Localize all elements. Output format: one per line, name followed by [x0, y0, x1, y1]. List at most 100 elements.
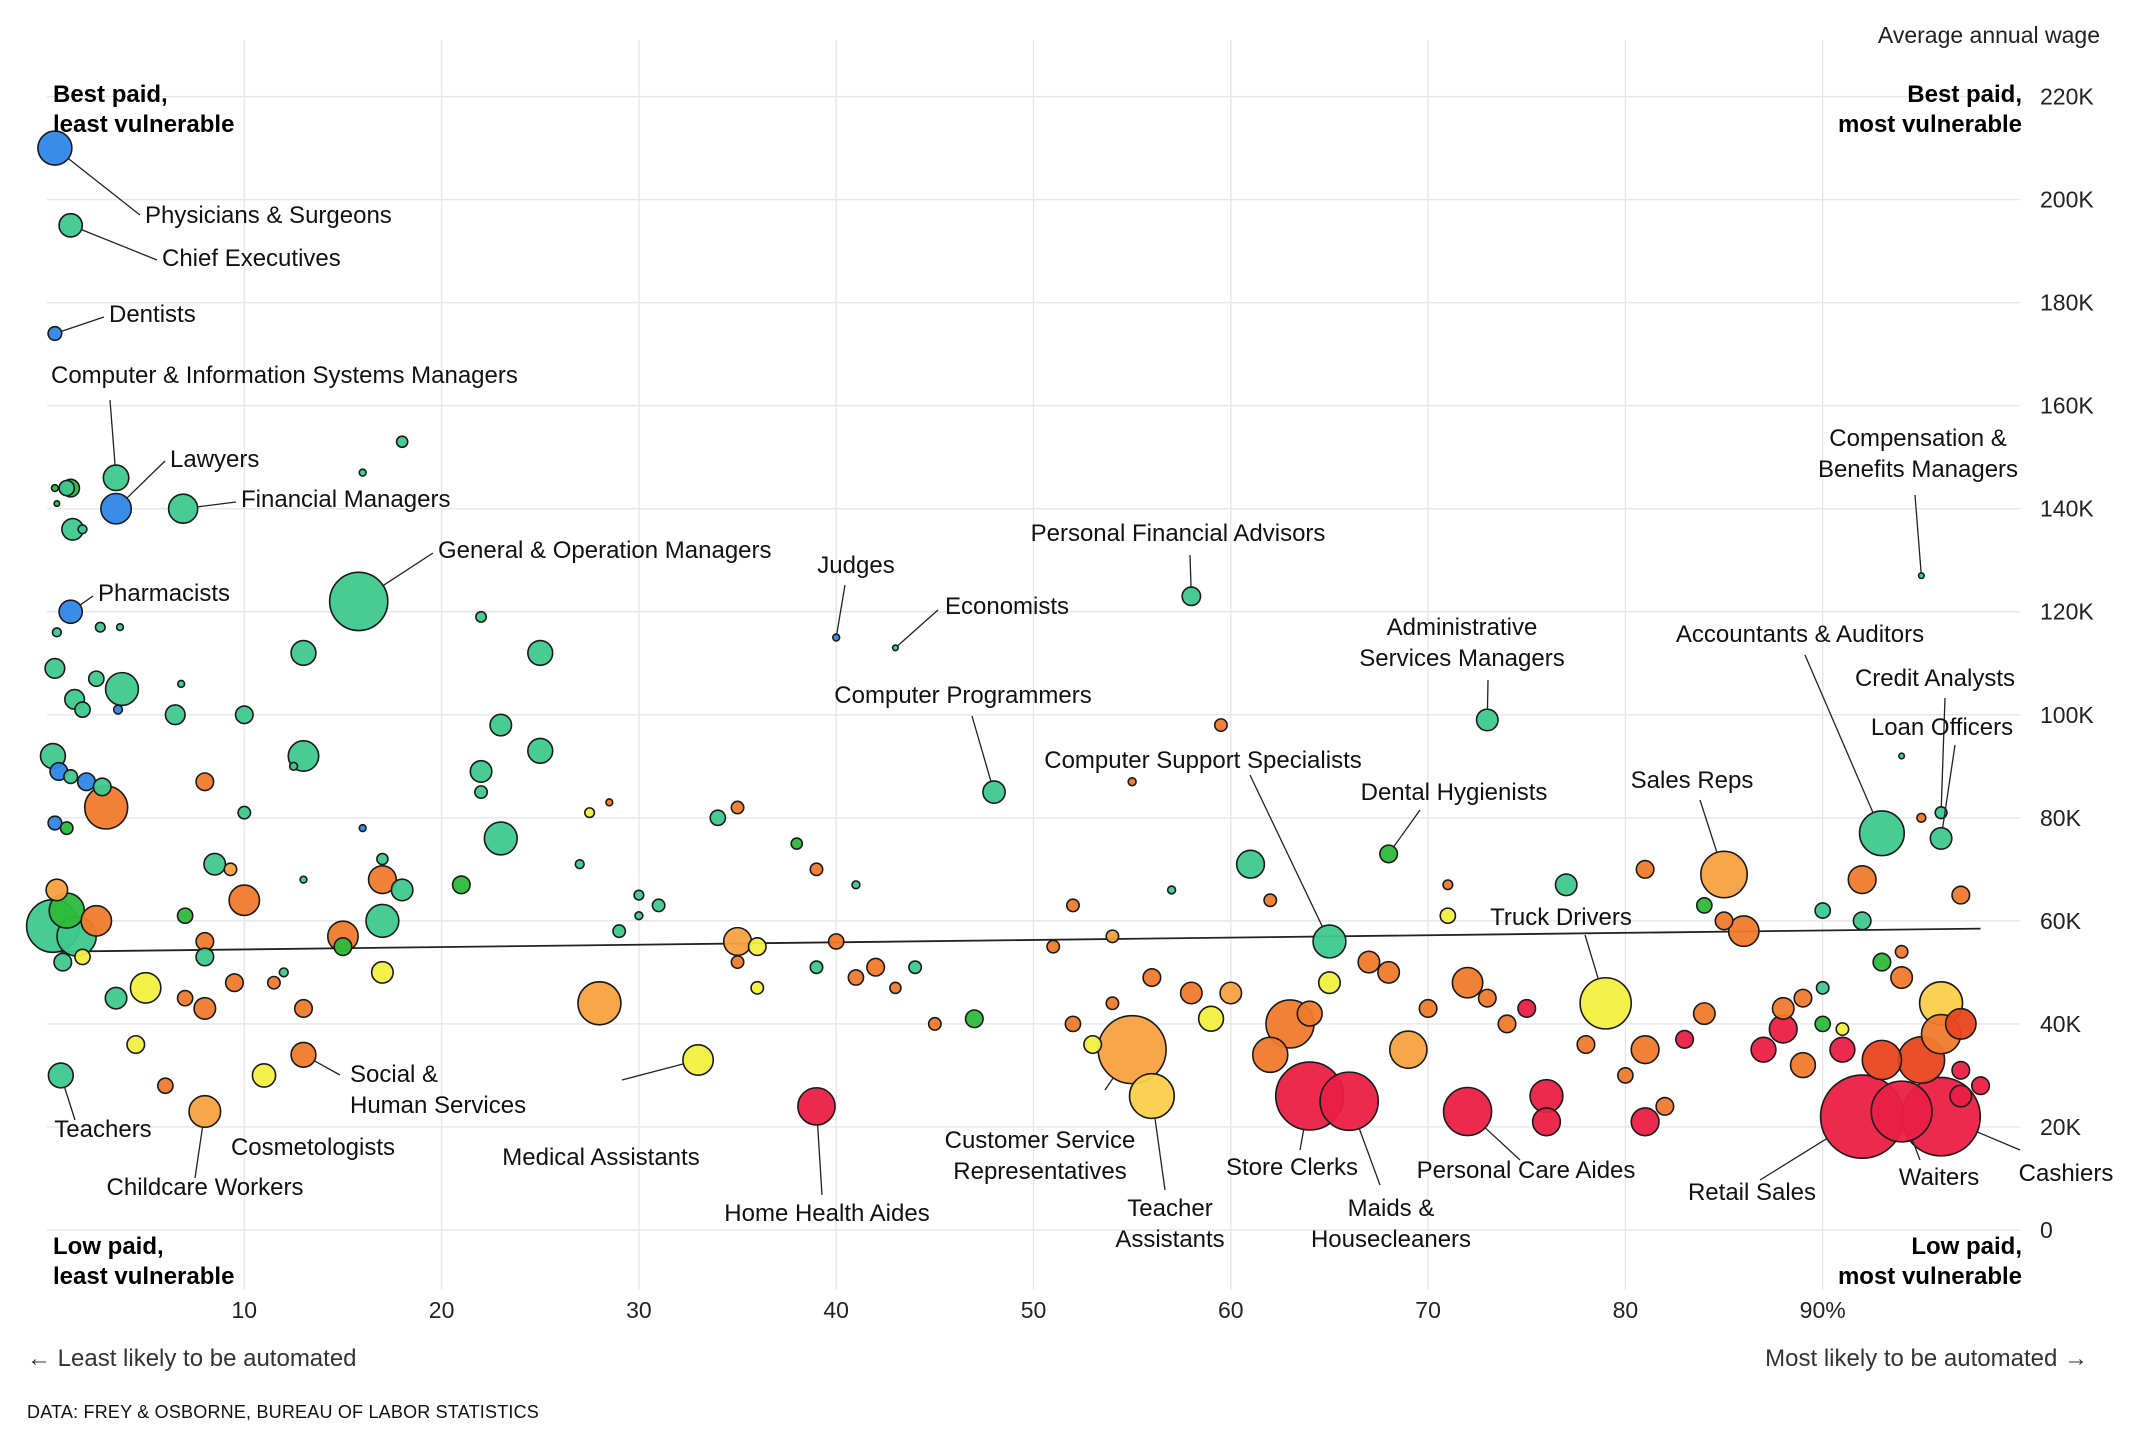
- corner-labels: Best paid, least vulnerable Best paid, most…: [53, 81, 2022, 1290]
- occupation-bubble-labeled: [102, 464, 130, 492]
- y-tick-label: 40K: [2040, 1011, 2082, 1037]
- occupation-bubble: [288, 761, 299, 772]
- occupation-bubble: [1916, 812, 1927, 824]
- occupation-bubble: [45, 878, 69, 902]
- occupation-bubble: [195, 772, 215, 792]
- occupation-bubble: [1829, 1036, 1856, 1063]
- occupation-bubble: [1894, 944, 1909, 959]
- label-leader-line: [1189, 554, 1192, 588]
- occupation-bubble: [1179, 981, 1203, 1005]
- occupation-bubble: [77, 524, 88, 535]
- occupation-bubble-labeled: [37, 130, 73, 166]
- y-tick-label: 140K: [2040, 496, 2094, 522]
- label-leader-line: [79, 595, 94, 606]
- occupation-label: General & Operation Managers: [438, 537, 772, 564]
- occupation-label: Dentists: [109, 301, 196, 328]
- occupation-label: Teacher Assistants: [1115, 1195, 1224, 1253]
- occupation-bubble: [156, 1077, 174, 1095]
- x-axis-note-left: ← Least likely to be automated: [27, 1345, 357, 1372]
- occupation-label: Judges: [817, 552, 894, 579]
- occupation-bubble: [358, 823, 367, 833]
- label-leader-line: [1486, 679, 1489, 710]
- occupation-bubble-labeled: [1475, 708, 1499, 732]
- occupation-bubble: [927, 1016, 942, 1031]
- y-tick-label: 20K: [2040, 1114, 2082, 1140]
- occupation-bubble-labeled: [100, 492, 133, 525]
- occupation-bubble-labeled: [290, 1041, 317, 1069]
- label-leader-line: [1804, 654, 1874, 814]
- occupation-bubble: [1815, 980, 1830, 995]
- occupation-bubble-labeled: [982, 780, 1006, 804]
- x-axis-note-right: Most likely to be automated →: [1765, 1345, 2088, 1372]
- occupation-label: Personal Financial Advisors: [1031, 520, 1326, 547]
- occupation-bubble: [489, 713, 513, 737]
- occupation-bubble: [1630, 1035, 1660, 1065]
- label-leader-line: [1940, 697, 1946, 807]
- occupation-bubble: [1890, 966, 1914, 990]
- label-leader-line: [971, 715, 992, 782]
- occupation-label: Personal Care Aides: [1417, 1157, 1636, 1184]
- corner-label-bottom-right: Low paid, most vulnerable: [1838, 1233, 2022, 1290]
- occupation-bubble: [176, 989, 194, 1007]
- corner-label-bottom-left: Low paid, least vulnerable: [53, 1233, 234, 1290]
- occupation-bubble: [1617, 1067, 1634, 1084]
- occupation-bubble: [176, 679, 186, 689]
- occupation-label: Chief Executives: [162, 245, 341, 272]
- occupation-bubble: [1377, 960, 1401, 984]
- occupation-bubble: [790, 837, 804, 850]
- occupation-bubble: [1944, 1007, 1977, 1040]
- occupation-bubble: [358, 468, 367, 477]
- x-tick-label: 50: [1021, 1297, 1047, 1323]
- occupation-bubble: [469, 759, 493, 783]
- occupation-bubble: [651, 898, 666, 913]
- occupation-bubble: [1046, 939, 1061, 954]
- occupation-label: Dental Hygienists: [1361, 779, 1548, 806]
- occupation-bubble: [747, 937, 767, 957]
- occupation-bubble: [577, 981, 622, 1026]
- trend-line: [46, 927, 1981, 953]
- occupation-bubble-labeled: [1442, 1086, 1493, 1137]
- y-tick-label: 60K: [2040, 908, 2082, 934]
- occupation-bubble: [1695, 897, 1713, 914]
- occupation-bubble: [483, 821, 518, 856]
- y-tick-label: 200K: [2040, 187, 2094, 213]
- occupation-bubble: [1675, 1029, 1695, 1049]
- occupation-bubble: [290, 639, 317, 667]
- occupation-bubble: [1576, 1034, 1596, 1055]
- occupation-label: Loan Officers: [1871, 714, 2013, 741]
- occupation-bubble: [527, 639, 554, 667]
- label-leader-line: [1584, 934, 1599, 980]
- occupation-bubble: [722, 926, 753, 957]
- x-tick-label: 40: [823, 1297, 849, 1323]
- occupation-bubble: [278, 967, 289, 978]
- occupation-bubble: [612, 924, 627, 939]
- occupation-bubble-labeled: [58, 599, 84, 625]
- occupation-bubble: [92, 777, 112, 797]
- occupation-bubble: [1793, 988, 1813, 1008]
- bubble-layer: [25, 130, 1991, 1160]
- occupation-bubble: [730, 955, 745, 970]
- occupation-bubble: [1714, 911, 1734, 931]
- occupation-bubble: [104, 671, 140, 707]
- occupation-bubble: [574, 859, 585, 870]
- occupation-bubble: [94, 621, 106, 633]
- occupation-bubble: [1951, 885, 1971, 905]
- label-leader-line: [1911, 1139, 1921, 1161]
- occupation-bubble: [1296, 1000, 1323, 1027]
- occupation-bubble: [1898, 752, 1906, 760]
- occupation-bubble: [53, 952, 73, 972]
- occupation-bubble: [1517, 998, 1537, 1019]
- occupation-bubble: [293, 998, 314, 1019]
- occupation-bubble: [583, 807, 596, 819]
- occupation-bubble: [809, 960, 824, 975]
- label-leader-line: [67, 158, 141, 216]
- occupation-bubble: [847, 969, 865, 986]
- label-leader-line: [197, 501, 237, 508]
- occupation-bubble: [709, 809, 727, 827]
- label-leader-line: [1484, 1127, 1521, 1161]
- label-leader-line: [1154, 1118, 1166, 1191]
- occupation-bubble: [44, 657, 66, 680]
- occupation-bubble: [1531, 1107, 1562, 1137]
- label-leader-line: [314, 1060, 341, 1076]
- occupation-bubble: [1477, 988, 1497, 1008]
